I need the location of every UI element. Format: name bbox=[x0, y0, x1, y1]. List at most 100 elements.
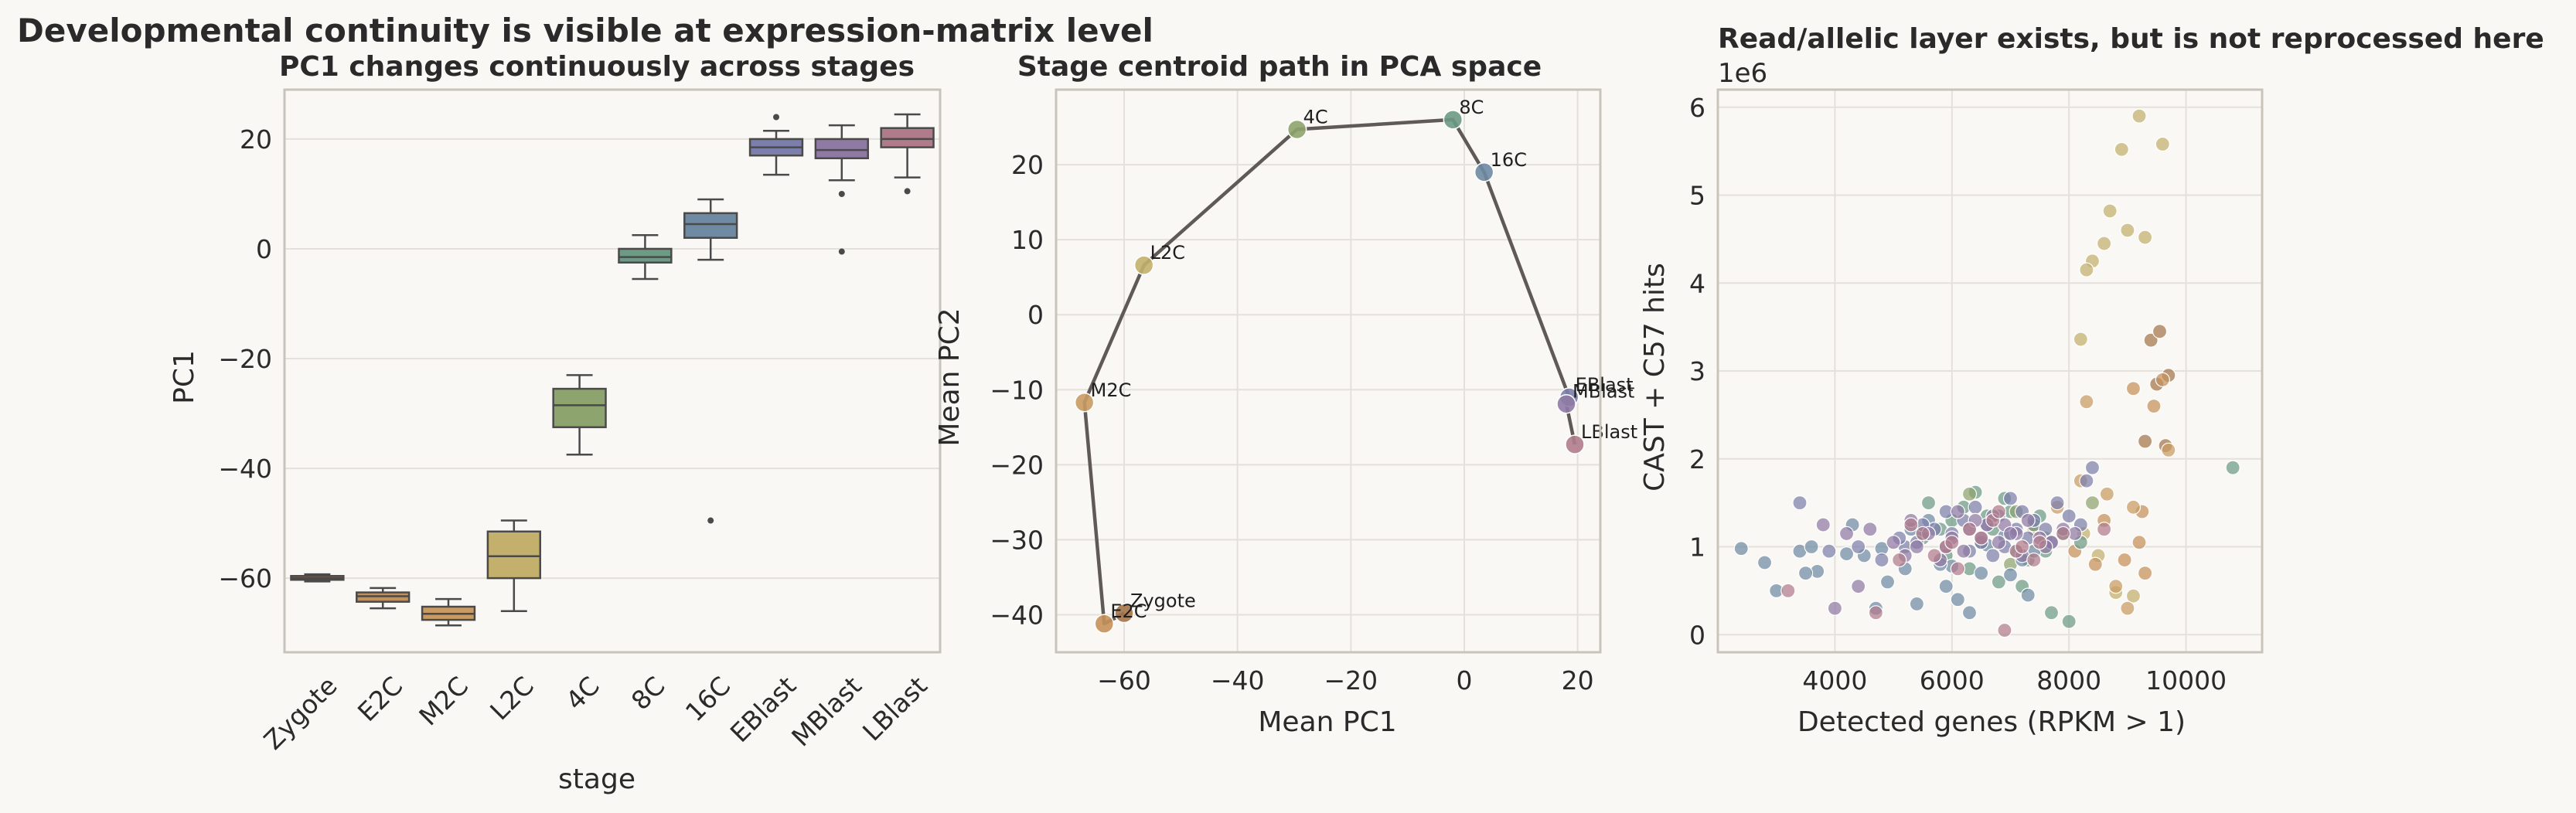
scatter-point-EBlast bbox=[2050, 495, 2065, 511]
panel-2-axes-frame bbox=[1055, 88, 1602, 654]
panel-3-ytick-label: 4 bbox=[1689, 268, 1705, 298]
scatter-point-LBlast bbox=[1915, 526, 1930, 542]
box-outlier bbox=[838, 248, 845, 255]
panel-3-xtick-label: 8000 bbox=[2036, 665, 2101, 696]
scatter-point-MBlast bbox=[1909, 539, 1924, 555]
centroid-label-Zygote: Zygote bbox=[1130, 590, 1196, 612]
scatter-point-16C bbox=[1804, 539, 1819, 555]
scatter-point-MBlast bbox=[1851, 579, 1866, 594]
panel-allelic-scatter: Read/allelic layer exists, but is not re… bbox=[1639, 23, 2544, 738]
scatter-point-EBlast bbox=[1851, 539, 1866, 555]
scatter-point-MBlast bbox=[1862, 522, 1878, 537]
panel-3-ytick-label: 3 bbox=[1689, 356, 1705, 386]
scatter-point-16C bbox=[2002, 567, 2019, 583]
scatter-point-EBlast bbox=[2002, 491, 2019, 506]
scatter-point-EBlast bbox=[1821, 543, 1837, 559]
scatter-point-4C bbox=[2084, 495, 2101, 511]
scatter-point-EBlast bbox=[1968, 499, 1983, 515]
panel-1-ytick-label: −20 bbox=[218, 344, 272, 374]
centroid-label-L2C: L2C bbox=[1150, 242, 1185, 264]
centroid-point-L2C bbox=[1133, 255, 1154, 275]
panel-2-xtick-label: −60 bbox=[1097, 665, 1151, 696]
centroid-point-8C bbox=[1443, 110, 1463, 130]
scatter-point-16C bbox=[2020, 587, 2036, 603]
scatter-point-MBlast bbox=[1886, 535, 1901, 550]
scatter-point-E2C bbox=[2131, 535, 2147, 550]
panel-2-xtick-label: −20 bbox=[1324, 665, 1378, 696]
box-outlier bbox=[904, 188, 911, 195]
scatter-point-M2C bbox=[2099, 486, 2114, 502]
panel-3-ytick-label: 1 bbox=[1689, 532, 1705, 563]
scatter-point-LBlast bbox=[1997, 622, 2012, 638]
scatter-point-MBlast bbox=[1991, 535, 2006, 550]
centroid-label-EBlast: EBlast bbox=[1576, 374, 1634, 396]
scatter-point-L2C bbox=[2125, 588, 2142, 604]
scatter-point-8C bbox=[1920, 495, 1937, 511]
scatter-point-M2C bbox=[2108, 579, 2124, 594]
scatter-point-LBlast bbox=[1950, 561, 1965, 577]
scatter-point-LBlast bbox=[2015, 539, 2030, 555]
scatter-point-EBlast bbox=[2061, 509, 2077, 524]
centroid-label-LBlast: LBlast bbox=[1581, 421, 1637, 443]
box-MBlast bbox=[814, 138, 869, 160]
centroid-label-8C: 8C bbox=[1459, 97, 1484, 118]
scatter-point-EBlast bbox=[2079, 473, 2094, 488]
panel-2-ytick-label: −10 bbox=[990, 375, 1044, 405]
scatter-point-MBlast bbox=[2002, 526, 2019, 542]
panel-3-axes-frame bbox=[1716, 88, 2264, 654]
scatter-point-16C bbox=[1757, 555, 1773, 570]
panel-3-ytick-label: 5 bbox=[1689, 181, 1705, 211]
scatter-point-LBlast bbox=[1892, 552, 1907, 568]
box-L2C bbox=[486, 530, 541, 580]
scatter-point-16C bbox=[1909, 596, 1924, 612]
panel-3-ytick-label: 6 bbox=[1689, 93, 1705, 123]
box-outlier bbox=[773, 114, 779, 121]
scatter-point-L2C bbox=[2097, 236, 2112, 251]
scatter-point-L2C bbox=[2155, 136, 2170, 152]
scatter-point-E2C bbox=[2087, 556, 2103, 572]
centroid-label-16C: 16C bbox=[1491, 149, 1527, 171]
centroid-point-MBlast bbox=[1556, 393, 1576, 414]
scatter-point-E2C bbox=[2155, 372, 2170, 387]
scatter-point-MBlast bbox=[1956, 543, 1971, 559]
scatter-point-L2C bbox=[2138, 230, 2153, 245]
panel-3-ytick-label: 0 bbox=[1689, 620, 1705, 650]
panel-2-xtick-label: −40 bbox=[1211, 665, 1265, 696]
scatter-point-8C bbox=[1991, 574, 2006, 590]
panel-1-ytick-label: −60 bbox=[218, 563, 272, 594]
centroid-label-E2C: E2C bbox=[1110, 600, 1147, 622]
scatter-point-LBlast bbox=[1927, 548, 1942, 563]
scatter-point-L2C bbox=[2073, 332, 2088, 347]
panel-2-xlabel: Mean PC1 bbox=[1258, 706, 1396, 738]
box-outlier bbox=[707, 517, 714, 524]
scatter-point-16C bbox=[1938, 579, 1954, 594]
panel-2-xtick-label: 20 bbox=[1562, 665, 1594, 696]
scatter-point-M2C bbox=[2079, 394, 2094, 410]
scatter-point-LBlast bbox=[1944, 535, 1960, 550]
panel-3-ylabel: CAST + C57 hits bbox=[1639, 263, 1671, 492]
scatter-point-16C bbox=[1950, 592, 1965, 607]
scatter-point-M2C bbox=[2161, 442, 2176, 458]
scatter-point-LBlast bbox=[2026, 552, 2042, 568]
scatter-point-MBlast bbox=[2020, 512, 2036, 528]
panel-3-xtick-label: 4000 bbox=[1802, 665, 1867, 696]
panel-2-ytick-label: 10 bbox=[1011, 225, 1044, 255]
panel-2-title: Stage centroid path in PCA space bbox=[1017, 51, 1542, 83]
scatter-point-L2C bbox=[2131, 108, 2147, 124]
scatter-point-L2C bbox=[2120, 223, 2135, 238]
scatter-point-8C bbox=[2043, 605, 2060, 621]
panel-3-xtick-label: 10000 bbox=[2145, 665, 2227, 696]
scatter-point-EBlast bbox=[1985, 548, 2001, 563]
scatter-point-E2C bbox=[2146, 398, 2162, 414]
box-outlier bbox=[838, 190, 845, 197]
panel-3-offset-text: 1e6 bbox=[1718, 58, 1767, 89]
centroid-point-16C bbox=[1474, 162, 1494, 182]
scatter-point-LBlast bbox=[1974, 530, 1989, 546]
scatter-point-8C bbox=[2225, 460, 2240, 475]
figure-suptitle: Developmental continuity is visible at e… bbox=[17, 12, 1153, 49]
panel-3-xtick-label: 6000 bbox=[1920, 665, 1985, 696]
box-8C bbox=[618, 247, 673, 264]
scatter-point-EBlast bbox=[1874, 552, 1889, 568]
panel-3-xlabel: Detected genes (RPKM > 1) bbox=[1797, 706, 2186, 738]
